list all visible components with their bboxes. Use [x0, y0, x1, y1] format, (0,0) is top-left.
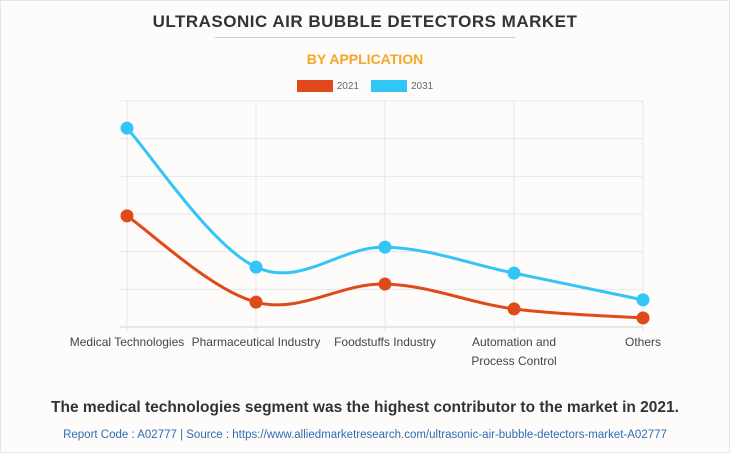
data-point-2031	[249, 260, 263, 274]
x-tick-label: Pharmaceutical Industry	[192, 335, 321, 349]
x-tick-label: Process Control	[471, 354, 556, 368]
legend-label-2021: 2021	[336, 80, 359, 92]
data-point-2021	[120, 209, 134, 223]
data-point-2031	[507, 266, 521, 280]
legend-item-2021[interactable]: 2021	[296, 80, 359, 92]
title-divider	[215, 37, 515, 38]
data-point-2031	[378, 240, 392, 254]
x-tick-label: Others	[625, 335, 661, 349]
legend-swatch-2021	[296, 80, 333, 92]
chart-title: ULTRASONIC AIR BUBBLE DETECTORS MARKET	[152, 12, 578, 31]
data-point-2031	[636, 293, 650, 307]
x-tick-label: Foodstuffs Industry	[334, 335, 436, 349]
data-point-2021	[378, 277, 392, 291]
data-point-2021	[507, 302, 521, 316]
x-tick-label: Automation and	[472, 335, 556, 349]
data-point-2031	[120, 121, 134, 135]
legend-item-2031[interactable]: 2031	[371, 80, 433, 92]
legend-label-2031: 2031	[411, 80, 434, 92]
chart-caption: The medical technologies segment was the…	[51, 399, 679, 416]
legend-swatch-2031	[371, 80, 407, 92]
legend: 2021 2031	[0, 80, 730, 92]
chart-subtitle: BY APPLICATION	[306, 51, 424, 67]
data-point-2021	[636, 311, 650, 325]
source-line: Report Code : A02777 | Source : https://…	[63, 429, 667, 441]
data-point-2021	[249, 295, 263, 309]
x-tick-label: Medical Technologies	[70, 335, 185, 349]
